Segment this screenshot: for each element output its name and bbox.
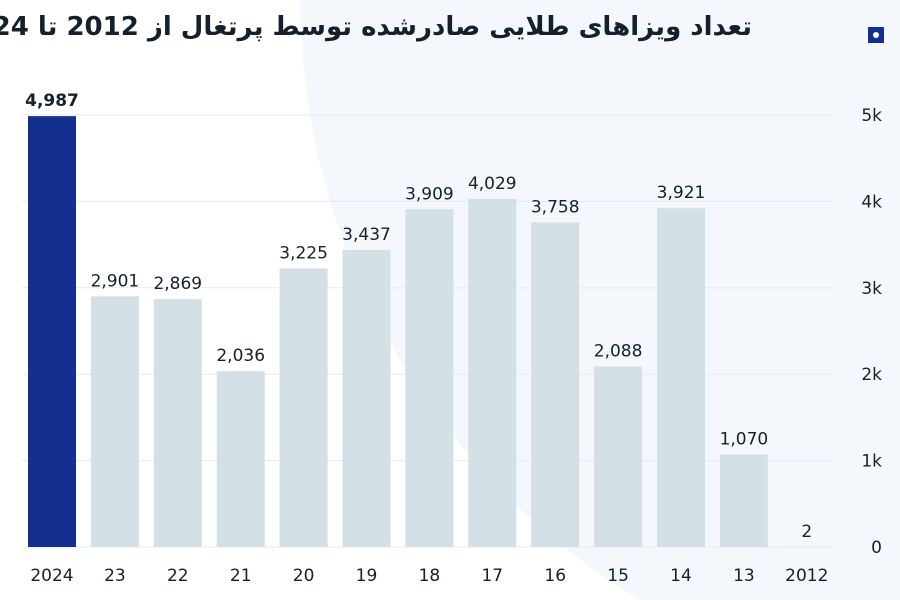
- data-label: 1,070: [720, 430, 769, 450]
- chart-title: تعداد ویزاهای طلایی صادرشده توسط پرتغال …: [0, 12, 752, 42]
- data-label: 3,921: [657, 183, 706, 203]
- bar: [657, 208, 705, 548]
- data-label: 3,437: [342, 225, 391, 245]
- y-tick-label: 2k: [861, 365, 882, 385]
- square-dot-icon: [868, 27, 884, 43]
- x-tick-label: 17: [481, 566, 503, 586]
- y-tick-label: 1k: [861, 452, 882, 472]
- data-label: 3,758: [531, 197, 580, 217]
- bar: [216, 371, 265, 547]
- bar: [594, 366, 643, 547]
- data-label: 4,029: [468, 174, 517, 194]
- bar: [719, 454, 768, 547]
- x-tick-label: 19: [356, 566, 378, 586]
- y-tick-label: 5k: [861, 106, 882, 126]
- data-label: 2,088: [594, 342, 643, 362]
- bar: [90, 296, 139, 547]
- bar: [28, 116, 76, 547]
- data-label: 4,987: [25, 91, 79, 111]
- x-tick-label: 16: [544, 566, 566, 586]
- x-tick-label: 23: [104, 566, 126, 586]
- bar: [531, 222, 580, 547]
- data-label: 2,869: [153, 274, 202, 294]
- bar: [153, 299, 202, 547]
- bar: [468, 198, 517, 547]
- data-label: 2: [801, 522, 812, 542]
- y-tick-label: 4k: [861, 192, 882, 212]
- x-tick-label: 22: [167, 566, 189, 586]
- bar: [405, 209, 454, 548]
- data-label: 2,901: [91, 271, 140, 291]
- data-label: 3,225: [279, 243, 328, 263]
- x-tick-label: 2012: [785, 566, 828, 586]
- y-tick-label: 0: [871, 538, 882, 558]
- data-label: 2,036: [216, 346, 265, 366]
- x-tick-label: 13: [733, 566, 755, 586]
- x-tick-label: 2024: [30, 566, 73, 586]
- x-tick-label: 18: [419, 566, 441, 586]
- data-label: 3,909: [405, 184, 454, 204]
- bar: [279, 268, 328, 547]
- bar: [342, 250, 391, 547]
- x-tick-label: 21: [230, 566, 252, 586]
- y-tick-label: 3k: [861, 279, 882, 299]
- x-tick-label: 15: [607, 566, 629, 586]
- x-tick-label: 14: [670, 566, 692, 586]
- x-tick-label: 20: [293, 566, 315, 586]
